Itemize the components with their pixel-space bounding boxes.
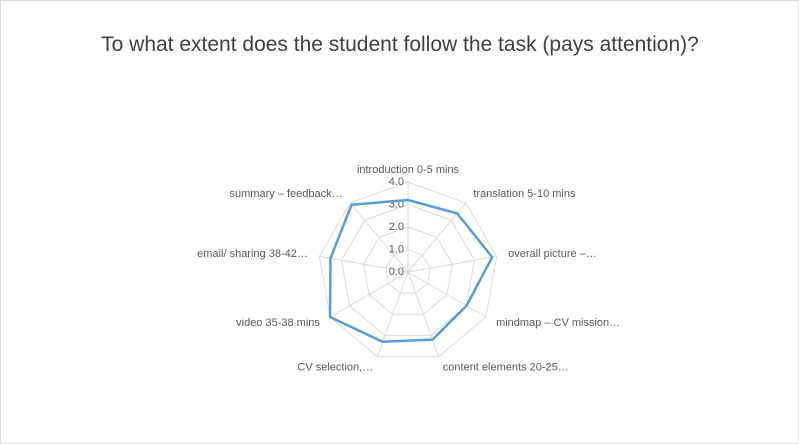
spoke <box>407 255 497 273</box>
grid-ring <box>318 181 498 358</box>
category-label: mindmap – CV mission… <box>496 317 620 329</box>
category-label: overall picture –… <box>508 248 597 260</box>
category-label: translation 5-10 mins <box>473 188 576 200</box>
category-label: summary – feedback… <box>230 188 343 200</box>
category-label: introduction 0-5 mins <box>357 164 460 176</box>
spoke <box>407 271 440 357</box>
category-label: video 35-38 mins <box>236 317 320 329</box>
r-tick-label: 1.0 <box>389 243 404 255</box>
spoke <box>329 271 409 318</box>
spoke <box>407 202 467 273</box>
spoke <box>349 202 409 273</box>
series-line <box>328 198 494 344</box>
r-tick-label: 4.0 <box>389 176 404 188</box>
chart-title: To what extent does the student follow t… <box>101 33 699 56</box>
r-tick-label: 2.0 <box>389 221 404 233</box>
grid-ring <box>385 248 431 294</box>
grid-ring <box>363 226 453 315</box>
spoke <box>407 271 487 318</box>
category-label: email/ sharing 38-42… <box>197 248 308 260</box>
category-label: CV selection,… <box>297 361 373 373</box>
spoke <box>319 255 409 273</box>
grid-ring <box>341 203 475 336</box>
category-label: content elements 20-25… <box>443 361 569 373</box>
r-tick-label: 0.0 <box>389 266 404 278</box>
